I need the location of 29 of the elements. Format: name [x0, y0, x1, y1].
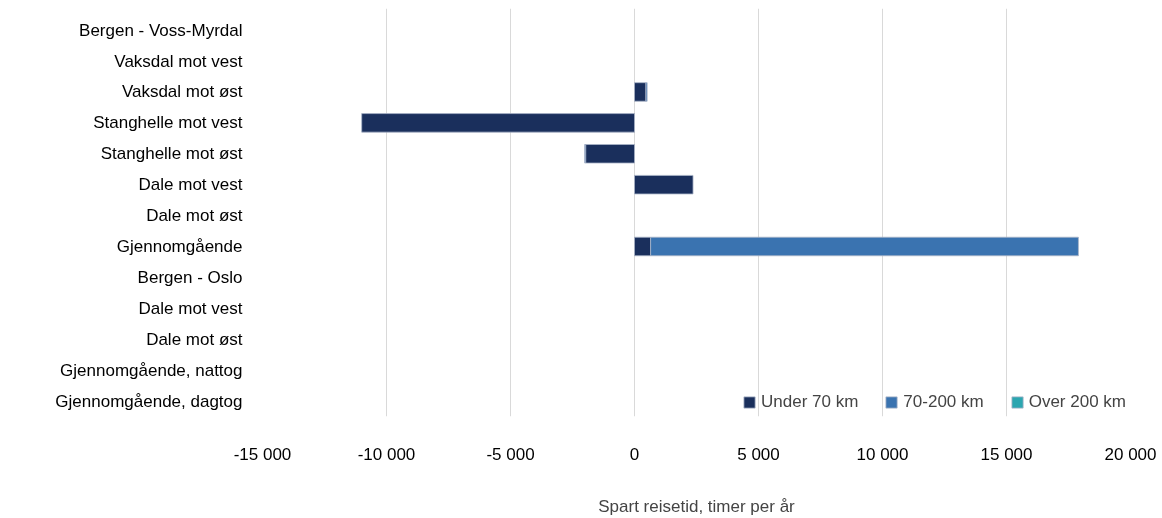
y-tick-label: Dale mot vest [138, 298, 243, 318]
y-tick-label: Stanghelle mot vest [93, 113, 243, 133]
x-tick-label: -5 000 [486, 444, 535, 464]
x-tick-label: 5 000 [737, 444, 780, 464]
bar [634, 82, 647, 102]
x-tick-label: 15 000 [980, 444, 1033, 464]
y-tick-label: Dale mot øst [146, 206, 243, 226]
x-axis-title: Spart reisetid, timer per år [598, 496, 796, 516]
x-tick-label: 20 000 [1104, 444, 1157, 464]
legend-label: Under 70 km [761, 392, 859, 412]
legend-label: Over 200 km [1028, 392, 1126, 412]
y-tick-label: Gjennomgående, nattog [60, 360, 243, 380]
x-tick-label: -15 000 [233, 444, 292, 464]
y-tick-label: Gjennomgående [116, 237, 243, 256]
legend-label: 70-200 km [903, 392, 984, 412]
y-tick-label: Dale mot øst [146, 329, 243, 349]
x-tick-label: -10 000 [357, 444, 416, 464]
y-tick-label: Gjennomgående, dagtog [55, 391, 243, 411]
bar [634, 175, 694, 195]
y-tick-label: Dale mot vest [138, 175, 243, 195]
y-tick-label: Bergen - Voss-Myrdal [79, 20, 243, 40]
bar [361, 113, 635, 133]
y-tick-label: Bergen - Oslo [137, 267, 243, 287]
x-tick-label: 10 000 [856, 444, 909, 464]
y-tick-label: Vaksdal mot øst [121, 82, 243, 102]
bar [585, 144, 635, 164]
y-tick-label: Vaksdal mot vest [114, 51, 243, 71]
y-tick-label: Stanghelle mot øst [100, 144, 243, 164]
x-tick-label: 0 [629, 444, 640, 464]
